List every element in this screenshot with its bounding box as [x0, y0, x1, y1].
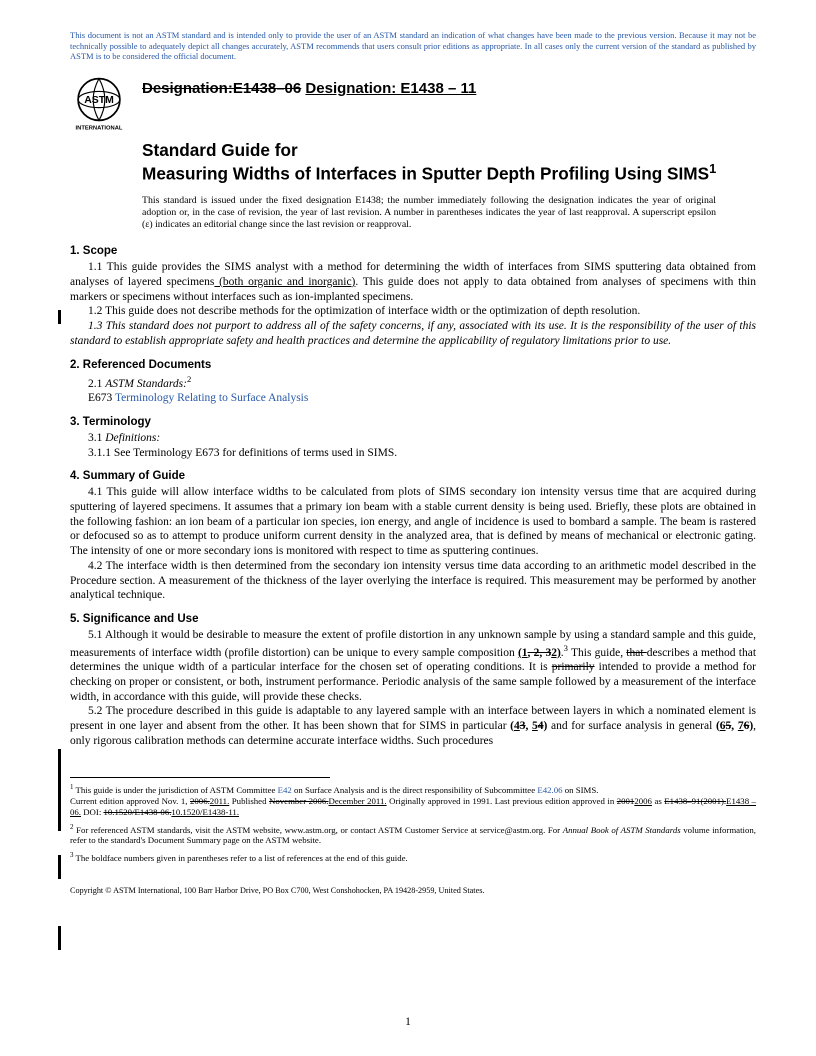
refdocs-head: 2. Referenced Documents: [70, 359, 756, 371]
change-bar: [58, 926, 61, 950]
footnote-2: 2 For referenced ASTM standards, visit t…: [70, 823, 756, 847]
page-number: 1: [0, 1016, 816, 1028]
terminology-3-1: 3.1 Definitions:: [70, 431, 756, 446]
title-line2: Measuring Widths of Interfaces in Sputte…: [142, 164, 709, 184]
designation-new: Designation: E1438 – 11: [305, 80, 476, 97]
significance-head: 5. Significance and Use: [70, 613, 756, 625]
change-bar: [58, 310, 61, 324]
designation: Designation:E1438–06 Designation: E1438 …: [142, 80, 476, 97]
change-bar: [58, 749, 61, 831]
significance-5-2: 5.2 The procedure described in this guid…: [70, 704, 756, 748]
title-line1: Standard Guide for: [142, 140, 298, 160]
document-title: Standard Guide for Measuring Widths of I…: [142, 140, 756, 185]
footnote-1: 1 This guide is under the jurisdiction o…: [70, 783, 756, 818]
refdocs-e673: E673 Terminology Relating to Surface Ana…: [70, 391, 756, 406]
header-row: ASTM INTERNATIONAL Designation:E1438–06 …: [70, 74, 756, 132]
copyright: Copyright © ASTM International, 100 Barr…: [70, 886, 756, 895]
summary-4-2: 4.2 The interface width is then determin…: [70, 559, 756, 603]
designation-old: Designation:E1438–06: [142, 80, 301, 97]
scope-1-3: 1.3 This standard does not purport to ad…: [70, 319, 756, 348]
svg-text:ASTM: ASTM: [84, 95, 114, 106]
significance-5-1: 5.1 Although it would be desirable to me…: [70, 628, 756, 704]
scope-head: 1. Scope: [70, 245, 756, 257]
footnote-rule: [70, 777, 330, 778]
scope-1-1: 1.1 This guide provides the SIMS analyst…: [70, 260, 756, 304]
summary-4-1: 4.1 This guide will allow interface widt…: [70, 485, 756, 559]
terminology-head: 3. Terminology: [70, 416, 756, 428]
terminology-3-1-1: 3.1.1 See Terminology E673 for definitio…: [70, 446, 756, 461]
e673-link[interactable]: Terminology Relating to Surface Analysis: [115, 392, 308, 404]
scope-1-2: 1.2 This guide does not describe methods…: [70, 304, 756, 319]
footnote-3: 3 The boldface numbers given in parenthe…: [70, 851, 756, 864]
subcommittee-link[interactable]: E42.06: [537, 785, 562, 795]
summary-head: 4. Summary of Guide: [70, 470, 756, 482]
svg-text:INTERNATIONAL: INTERNATIONAL: [76, 126, 123, 132]
change-bar: [58, 855, 61, 879]
issuance-note: This standard is issued under the fixed …: [142, 195, 716, 232]
disclaimer-text: This document is not an ASTM standard an…: [70, 30, 756, 62]
refdocs-2-1: 2.1 ASTM Standards:2: [70, 374, 756, 392]
title-footnote-ref: 1: [709, 161, 716, 176]
astm-logo: ASTM INTERNATIONAL: [70, 74, 128, 132]
committee-link[interactable]: E42: [278, 785, 292, 795]
